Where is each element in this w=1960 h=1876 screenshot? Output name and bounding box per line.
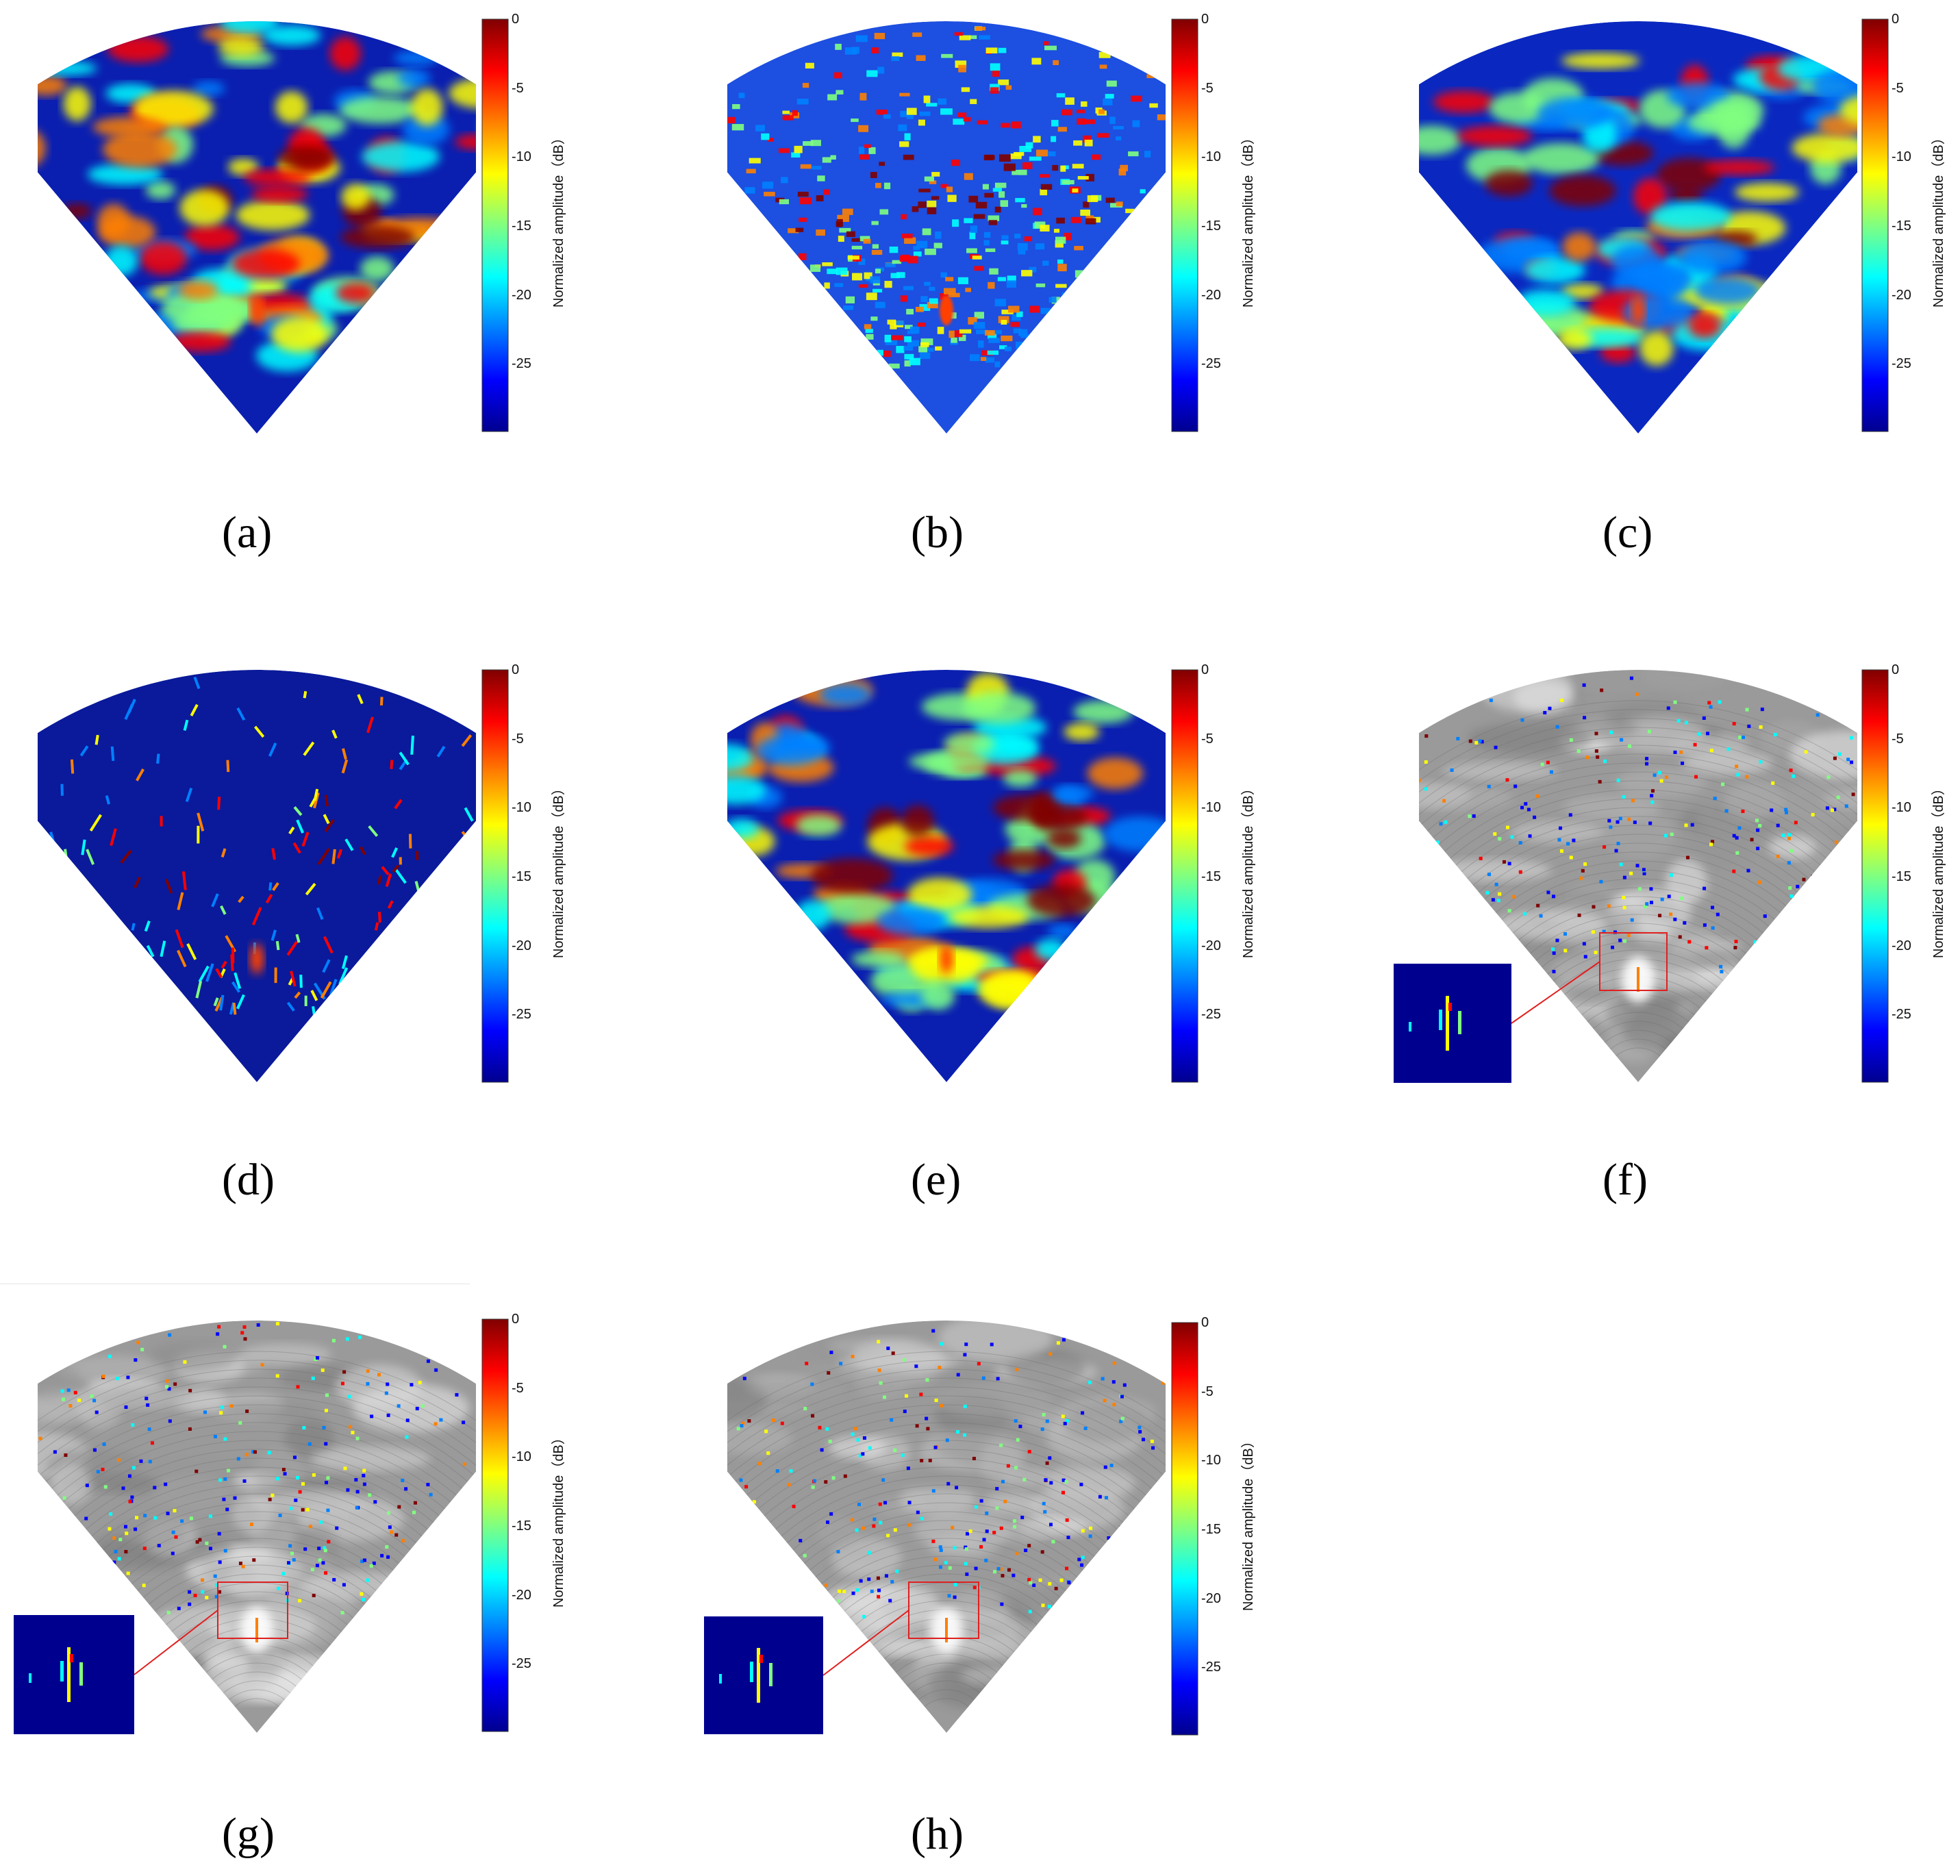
colorbar-tick-label: -15	[512, 869, 531, 884]
colorbar-tick-label: -15	[1201, 218, 1221, 234]
panel-caption: (h)	[911, 1809, 964, 1859]
colorbar-tick-label: -10	[512, 800, 531, 816]
colorbar-tick-label: -5	[1892, 80, 1904, 96]
fan-background	[38, 670, 476, 1082]
colorbar-tick-label: -15	[512, 1518, 531, 1534]
colorbar-tick-label: -5	[512, 80, 524, 96]
colorbar-title: Normalized amplitude（dB）	[1241, 131, 1256, 308]
colorbar-title: Normalized amplitude（dB）	[551, 781, 566, 958]
colorbar-tick-label: -15	[1201, 869, 1221, 884]
colorbar-tick-label: 0	[512, 1312, 520, 1327]
colorbar-tick-label: -5	[1201, 731, 1214, 747]
panel-caption: (e)	[911, 1155, 962, 1205]
fan-image-c	[1419, 21, 1857, 434]
panel-caption: (a)	[222, 508, 273, 558]
colorbar-tick-label: -25	[512, 356, 531, 372]
colorbar-tick-label: -10	[1201, 1453, 1221, 1468]
colorbar-title: Normalized amplitude（dB）	[551, 131, 566, 308]
fan-background	[1419, 21, 1857, 434]
colorbar-d	[481, 669, 509, 1083]
colorbar-tick-label: -20	[1892, 938, 1911, 953]
fan-background	[727, 21, 1166, 434]
colorbar-tick-label: -15	[1892, 869, 1911, 884]
panel-caption: (b)	[911, 508, 964, 558]
fan-image-e	[727, 670, 1166, 1082]
colorbar-c	[1861, 18, 1889, 432]
colorbar-tick-label: -5	[1201, 1384, 1214, 1399]
colorbar-tick-label: -10	[1201, 149, 1221, 165]
colorbar-tick-label: -15	[512, 218, 531, 234]
colorbar-tick-label: -5	[512, 731, 524, 747]
colorbar-tick-label: -20	[512, 938, 531, 953]
fan-image-a	[38, 21, 476, 434]
colorbar-tick-label: -20	[512, 1587, 531, 1603]
colorbar-tick-label: 0	[1201, 1315, 1209, 1330]
colorbar-g	[481, 1318, 509, 1732]
colorbar-tick-label: -10	[1892, 149, 1911, 165]
colorbar-tick-label: -20	[1892, 287, 1911, 303]
colorbar-tick-label: -25	[1201, 356, 1221, 372]
panel-caption: (d)	[222, 1155, 275, 1205]
colorbar-tick-label: -25	[1892, 356, 1911, 372]
colorbar-title: Normalized amplitude（dB）	[1241, 781, 1256, 958]
colorbar-title: Normalized amplitude（dB）	[1241, 1434, 1256, 1611]
colorbar-a	[481, 18, 509, 432]
colorbar-tick-label: -15	[1892, 218, 1911, 234]
colorbar-tick-label: -25	[1892, 1007, 1911, 1023]
colorbar-tick-label: -10	[1892, 800, 1911, 816]
colorbar-title: Normalized amplitude（dB）	[551, 1431, 566, 1608]
colorbar-tick-label: -5	[1892, 731, 1904, 747]
colorbar-tick-label: -10	[1201, 800, 1221, 816]
colorbar-tick-label: 0	[512, 12, 520, 27]
fan-image-f	[1419, 670, 1857, 1082]
panel-caption: (g)	[222, 1809, 275, 1859]
colorbar-e	[1171, 669, 1198, 1083]
colorbar-tick-label: -20	[1201, 938, 1221, 953]
colorbar-title: Normalized amplitude（dB）	[1931, 781, 1946, 958]
colorbar-tick-label: 0	[1201, 12, 1209, 27]
fan-image-b	[727, 21, 1166, 434]
colorbar-title: Normalized amplitude（dB）	[1931, 131, 1946, 308]
colorbar-h	[1171, 1322, 1198, 1736]
panel-caption: (c)	[1603, 508, 1653, 558]
colorbar-b	[1171, 18, 1198, 432]
colorbar-tick-label: -20	[512, 287, 531, 303]
fan-image-d	[38, 670, 476, 1082]
colorbar-f	[1861, 669, 1889, 1083]
colorbar-tick-label: -5	[1201, 80, 1214, 96]
panel-caption: (f)	[1603, 1155, 1648, 1205]
colorbar-tick-label: 0	[1892, 12, 1900, 27]
colorbar-tick-label: -15	[1201, 1522, 1221, 1537]
colorbar-tick-label: -25	[512, 1007, 531, 1023]
colorbar-tick-label: 0	[512, 662, 520, 677]
colorbar-tick-label: -20	[1201, 1590, 1221, 1606]
colorbar-tick-label: -25	[512, 1656, 531, 1672]
colorbar-tick-label: 0	[1892, 662, 1900, 677]
fan-image-g	[38, 1321, 476, 1733]
colorbar-tick-label: -5	[512, 1380, 524, 1396]
colorbar-tick-label: -10	[512, 149, 531, 165]
colorbar-tick-label: -25	[1201, 1007, 1221, 1023]
colorbar-tick-label: -20	[1201, 287, 1221, 303]
colorbar-tick-label: -25	[1201, 1660, 1221, 1675]
colorbar-tick-label: 0	[1201, 662, 1209, 677]
fan-image-h	[727, 1321, 1166, 1733]
colorbar-tick-label: -10	[512, 1449, 531, 1465]
